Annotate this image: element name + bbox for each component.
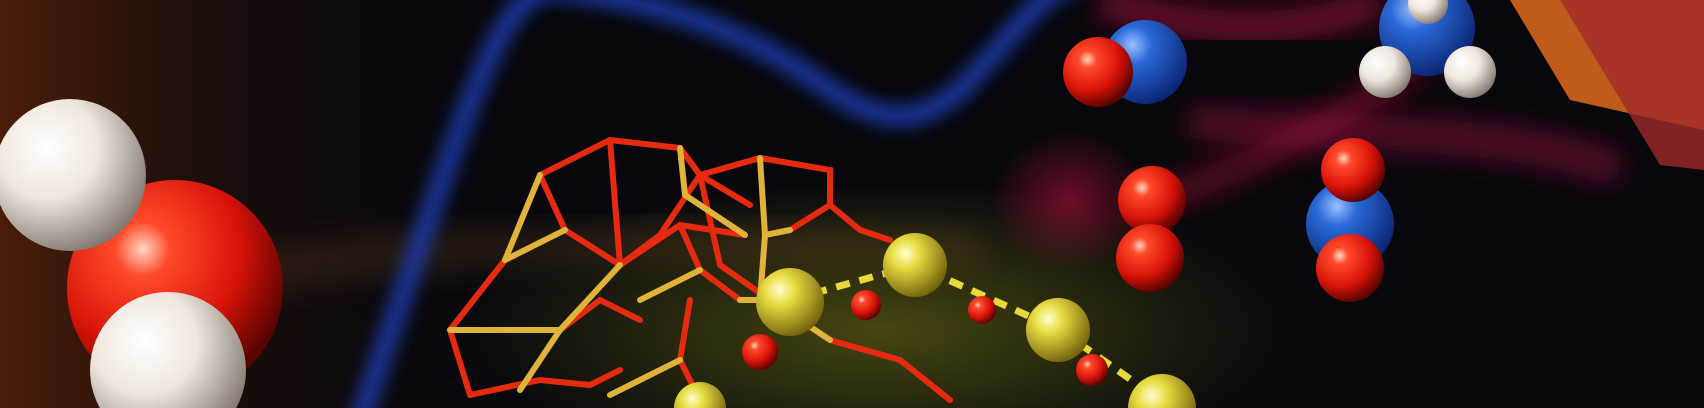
hydrogen-atom	[1359, 46, 1411, 98]
zeolite-framework	[446, 136, 953, 403]
oxygen-atom	[1118, 166, 1186, 234]
water-molecule	[0, 99, 283, 408]
silicon-atom	[883, 233, 947, 297]
ammonia-molecule	[1359, 0, 1496, 98]
red-streak-top	[1094, 0, 1387, 42]
oxygen-atom	[1116, 224, 1184, 292]
bridging-oxygen-atom	[742, 334, 778, 370]
nitric-oxide-molecule	[1063, 20, 1187, 107]
silicon-bonds	[789, 261, 1163, 403]
hydrogen-atom	[90, 292, 246, 408]
blue-wave	[352, 0, 1063, 408]
hydrogen-atom	[0, 99, 146, 251]
bridging-oxygen-atom	[851, 290, 881, 320]
silicon-atom	[1128, 374, 1196, 408]
red-glow	[990, 130, 1150, 270]
silicon-atom	[756, 268, 824, 336]
bridging-oxygen-atom	[968, 296, 996, 324]
nitrogen-dioxide-molecule	[1306, 138, 1394, 302]
dioxygen-molecule	[1116, 166, 1186, 292]
red-streak-mid	[1186, 103, 1626, 187]
hydrogen-atom	[1444, 46, 1496, 98]
corner-red-shape	[1560, 0, 1704, 170]
bridging-oxygen-atom	[1076, 354, 1108, 386]
silicon-atom	[674, 382, 726, 408]
oxygen-atom	[1321, 138, 1385, 202]
silicon-atom	[1026, 298, 1090, 362]
oxygen-atom	[1316, 234, 1384, 302]
hydrogen-atom	[1408, 0, 1448, 24]
oxygen-atom	[1063, 37, 1133, 107]
